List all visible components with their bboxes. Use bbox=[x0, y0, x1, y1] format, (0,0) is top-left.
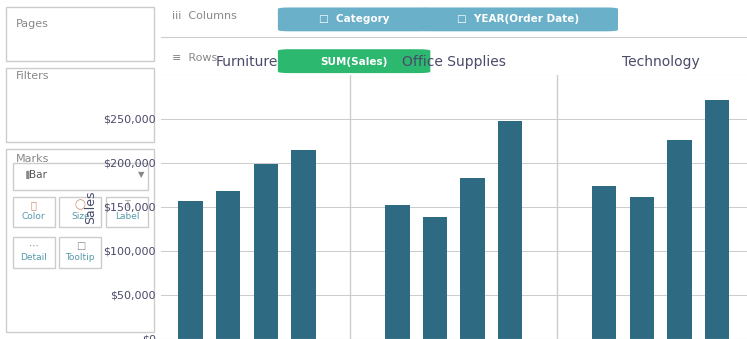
Text: Marks: Marks bbox=[16, 154, 49, 163]
FancyBboxPatch shape bbox=[278, 49, 430, 73]
FancyBboxPatch shape bbox=[13, 163, 148, 190]
FancyBboxPatch shape bbox=[7, 68, 154, 142]
Text: ⋯: ⋯ bbox=[29, 241, 39, 251]
Text: T: T bbox=[124, 200, 130, 210]
FancyBboxPatch shape bbox=[418, 7, 618, 31]
Bar bbox=[630, 197, 654, 339]
Text: Pages: Pages bbox=[16, 19, 49, 28]
FancyBboxPatch shape bbox=[13, 237, 55, 268]
Bar bbox=[179, 201, 203, 339]
FancyBboxPatch shape bbox=[60, 197, 101, 227]
Bar bbox=[667, 140, 692, 339]
FancyBboxPatch shape bbox=[278, 7, 430, 31]
Text: Detail: Detail bbox=[20, 253, 47, 262]
Bar bbox=[498, 121, 522, 339]
FancyBboxPatch shape bbox=[60, 237, 101, 268]
FancyBboxPatch shape bbox=[13, 197, 55, 227]
Text: Bar: Bar bbox=[29, 170, 47, 180]
Text: SUM(Sales): SUM(Sales) bbox=[320, 57, 388, 66]
FancyBboxPatch shape bbox=[106, 197, 148, 227]
Text: □  YEAR(Order Date): □ YEAR(Order Date) bbox=[457, 14, 580, 24]
Text: Office Supplies: Office Supplies bbox=[402, 55, 506, 69]
Bar bbox=[385, 205, 409, 339]
Text: 🎨: 🎨 bbox=[31, 200, 37, 210]
Text: Tooltip: Tooltip bbox=[66, 253, 95, 262]
FancyBboxPatch shape bbox=[7, 7, 154, 61]
Text: ≡  Rows: ≡ Rows bbox=[173, 53, 217, 63]
Y-axis label: Sales: Sales bbox=[84, 190, 98, 223]
Text: ▐: ▐ bbox=[22, 170, 29, 179]
Text: Technology: Technology bbox=[622, 55, 699, 69]
Text: □  Category: □ Category bbox=[319, 14, 389, 24]
Bar bbox=[291, 151, 316, 339]
Text: Filters: Filters bbox=[16, 71, 49, 81]
Text: □: □ bbox=[75, 241, 85, 251]
Bar bbox=[254, 164, 278, 339]
FancyBboxPatch shape bbox=[7, 149, 154, 332]
Bar bbox=[216, 191, 241, 339]
Text: Furniture: Furniture bbox=[216, 55, 278, 69]
Text: ▼: ▼ bbox=[138, 170, 145, 179]
Text: Label: Label bbox=[114, 212, 139, 221]
Text: Color: Color bbox=[22, 212, 46, 221]
Bar bbox=[460, 178, 485, 339]
Bar bbox=[423, 217, 447, 339]
Bar bbox=[592, 186, 616, 339]
Bar bbox=[704, 100, 729, 339]
Text: Size: Size bbox=[71, 212, 90, 221]
Text: iii  Columns: iii Columns bbox=[173, 12, 238, 21]
Text: ◯: ◯ bbox=[75, 200, 86, 210]
